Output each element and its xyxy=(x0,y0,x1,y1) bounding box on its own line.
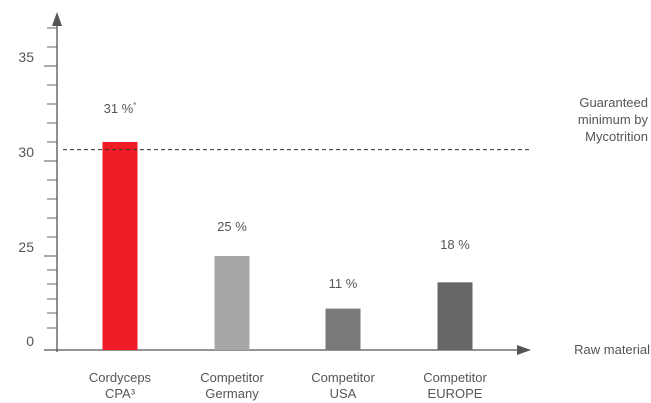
bar-data-label: 18 % xyxy=(440,237,470,252)
y-tick-label: 30 xyxy=(18,144,34,160)
x-category-label: Competitor xyxy=(200,370,264,385)
x-category-label: Germany xyxy=(205,386,259,401)
x-axis-title: Raw material xyxy=(574,342,650,357)
reference-line-label: Guaranteed xyxy=(579,95,648,110)
bar-3 xyxy=(325,308,361,350)
bar-data-label: 25 % xyxy=(217,219,247,234)
reference-line-label: minimum by xyxy=(578,112,649,127)
x-category-label: EUROPE xyxy=(428,386,483,401)
y-axis-arrow xyxy=(52,12,62,26)
bar-4 xyxy=(437,282,473,350)
x-category-label: Competitor xyxy=(423,370,487,385)
bar-1 xyxy=(102,142,138,350)
x-category-label: USA xyxy=(330,386,357,401)
y-tick-label: 0 xyxy=(26,333,34,349)
bar-data-label: 31 %* xyxy=(104,101,137,116)
x-category-label: Competitor xyxy=(311,370,375,385)
y-tick-label: 25 xyxy=(18,239,34,255)
x-category-label: Cordyceps xyxy=(89,370,152,385)
reference-line-label: Mycotrition xyxy=(585,129,648,144)
y-tick-label: 35 xyxy=(18,49,34,65)
bar-2 xyxy=(214,256,250,350)
x-axis-arrow xyxy=(517,345,531,355)
bar-data-label: 11 % xyxy=(329,276,358,291)
x-category-label: CPA³ xyxy=(105,386,136,401)
